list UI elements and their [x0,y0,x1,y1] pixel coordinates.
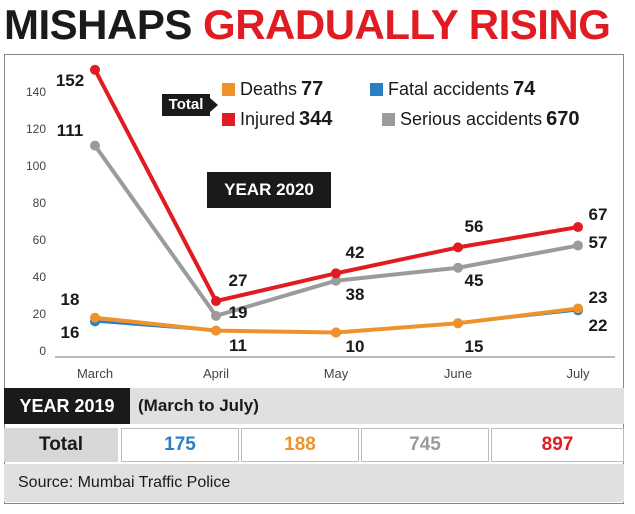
legend-value-fatal-accidents: 74 [513,78,536,100]
totals-row: Total 175 188 745 897 [4,428,624,462]
y-tick-label: 60 [33,233,47,247]
data-label: 152 [56,71,84,90]
x-axis: March April May June July [55,356,615,381]
data-label: 11 [229,336,247,355]
data-label: 22 [589,316,608,335]
headline-part1: MISHAPS [4,1,192,48]
legend-swatch-injured [222,113,235,126]
data-point [331,275,341,286]
year-2020-badge: YEAR 2020 [207,172,331,208]
data-point [90,140,100,151]
chart-frame [4,54,624,504]
legend-item-deaths: Deaths 77 [222,78,323,100]
data-label: 19 [229,303,248,322]
legend-item-serious-accidents: Serious accidents 670 [382,108,579,130]
x-tick-label: June [444,366,472,381]
line-chart: 0 20 40 60 80 100 120 140 March April May June July… [26,64,615,381]
data-point [331,327,341,338]
data-label: 23 [589,288,608,307]
data-point [211,325,221,336]
legend-item-fatal-accidents: Fatal accidents 74 [370,78,535,100]
data-label: 42 [346,243,365,262]
year-2019-range: (March to July) [138,396,259,415]
legend-label-fatal-accidents: Fatal accidents [388,79,510,99]
year-2019-label: YEAR 2019 [4,388,130,424]
year-2019-header-row: YEAR 2019 (March to July) [4,388,624,424]
data-point [573,240,583,251]
y-tick-label: 140 [26,85,46,99]
legend-swatch-fatal-accidents [370,83,383,96]
data-point [573,303,583,314]
data-label: 45 [465,271,484,290]
data-point [211,296,221,307]
data-point [453,242,463,253]
headline: MISHAPS GRADUALLY RISING [4,0,611,50]
series-points [90,64,583,338]
data-label: 56 [465,217,484,236]
series-line [93,143,580,318]
data-label: 27 [229,271,248,290]
legend-label-serious-accidents: Serious accidents [400,109,543,129]
total-cell-injured: 897 [491,428,624,462]
source-row: Source: Mumbai Traffic Police [4,464,624,502]
y-tick-label: 40 [33,270,47,284]
data-label: 67 [589,205,608,224]
data-label: 10 [346,337,365,356]
data-label: 15 [465,337,484,356]
data-label: 38 [346,285,365,304]
legend-swatch-serious-accidents [382,113,395,126]
y-axis: 0 20 40 60 80 100 120 140 [26,85,46,358]
data-point [573,222,583,233]
data-label: 16 [61,323,80,342]
headline-part2: GRADUALLY RISING [203,1,611,48]
data-point [331,268,341,279]
x-tick-label: March [77,366,113,381]
data-label: 18 [61,290,80,309]
data-label: 111 [57,121,84,140]
legend-label-deaths: Deaths [240,79,298,99]
data-point [90,312,100,323]
legend-value-injured: 344 [299,108,333,130]
y-tick-label: 100 [26,159,46,173]
data-label: 57 [589,233,608,252]
data-point [453,318,463,329]
legend-item-injured: Injured 344 [222,108,332,130]
y-tick-label: 120 [26,122,46,136]
data-point [211,310,221,321]
y-tick-label: 0 [39,344,46,358]
total-cell-deaths: 188 [241,428,359,462]
data-labels: 111 19 38 45 57 152 27 42 56 67 16 22 18 11 10 15 23 [56,71,608,356]
legend-value-serious-accidents: 670 [546,108,580,130]
legend-label-injured: Injured [240,109,296,129]
data-point [453,262,463,273]
legend-swatch-deaths [222,83,235,96]
x-tick-label: April [203,366,229,381]
data-point [90,64,100,75]
legend-value-deaths: 77 [301,78,324,100]
total-cell-serious-accidents: 745 [361,428,489,462]
total-cell-fatal-accidents: 175 [121,428,239,462]
source-text: Source: Mumbai Traffic Police [18,474,231,491]
totals-label: Total [4,428,118,462]
x-tick-label: July [566,366,590,381]
legend-total-tag: Total [162,94,218,116]
y-tick-label: 20 [33,307,47,321]
y-tick-label: 80 [33,196,47,210]
x-tick-label: May [324,366,349,381]
